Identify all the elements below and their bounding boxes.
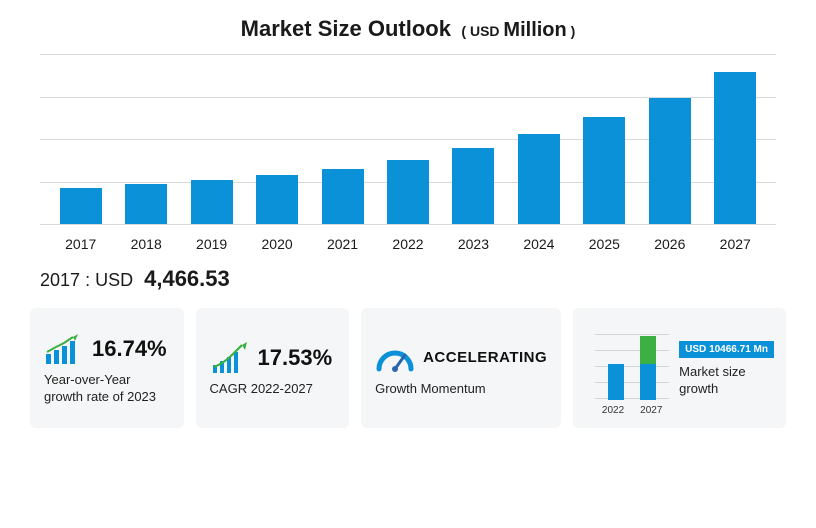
bar-col bbox=[441, 54, 506, 224]
mini-bar bbox=[640, 364, 656, 400]
cagr-value: 17.53% bbox=[258, 345, 333, 371]
x-label: 2019 bbox=[179, 236, 244, 252]
x-label: 2023 bbox=[441, 236, 506, 252]
bar-col bbox=[113, 54, 178, 224]
x-label: 2027 bbox=[703, 236, 768, 252]
bar-col bbox=[244, 54, 309, 224]
yoy-label: Year-over-Year growth rate of 2023 bbox=[44, 372, 170, 406]
mini-label: 2027 bbox=[640, 405, 662, 416]
title-main: Market Size Outlook bbox=[241, 16, 451, 41]
x-label: 2021 bbox=[310, 236, 375, 252]
bar-col bbox=[637, 54, 702, 224]
bar-col bbox=[572, 54, 637, 224]
bar bbox=[387, 160, 429, 224]
growth-arrow-icon bbox=[210, 341, 250, 375]
yoy-value: 16.74% bbox=[92, 336, 167, 362]
card-growth: 20222027 USD 10466.71 Mn Market size gro… bbox=[573, 308, 786, 428]
bar bbox=[714, 72, 756, 224]
bar-trend-icon bbox=[44, 332, 84, 366]
bar-col bbox=[48, 54, 113, 224]
bar bbox=[452, 148, 494, 225]
x-label: 2020 bbox=[244, 236, 309, 252]
bar bbox=[649, 98, 691, 224]
bar-col bbox=[703, 54, 768, 224]
x-label: 2018 bbox=[113, 236, 178, 252]
bar bbox=[125, 184, 167, 224]
cagr-label: CAGR 2022-2027 bbox=[210, 381, 336, 398]
highlight-year: 2017 bbox=[40, 270, 80, 290]
momentum-value: ACCELERATING bbox=[423, 349, 547, 366]
bar bbox=[583, 117, 625, 224]
card-momentum: ACCELERATING Growth Momentum bbox=[361, 308, 561, 428]
highlight-value: 2017 : USD 4,466.53 bbox=[40, 266, 786, 292]
mini-bar-stack bbox=[640, 336, 656, 400]
bar bbox=[60, 188, 102, 224]
card-cagr: 17.53% CAGR 2022-2027 bbox=[196, 308, 350, 428]
bar-col bbox=[506, 54, 571, 224]
bar-col bbox=[310, 54, 375, 224]
gauge-icon bbox=[375, 341, 415, 375]
chart-title: Market Size Outlook ( USD Million ) bbox=[30, 16, 786, 42]
title-unit: ( USD Million ) bbox=[461, 23, 575, 39]
bar-chart bbox=[40, 54, 776, 224]
highlight-currency: USD bbox=[95, 270, 133, 290]
mini-label: 2022 bbox=[602, 405, 624, 416]
x-label: 2017 bbox=[48, 236, 113, 252]
x-label: 2024 bbox=[506, 236, 571, 252]
bar bbox=[518, 134, 560, 224]
mini-bar-chart: 20222027 bbox=[585, 326, 669, 410]
x-label: 2025 bbox=[572, 236, 637, 252]
mini-bar bbox=[608, 364, 624, 400]
bar bbox=[191, 180, 233, 224]
growth-label: Market size growth bbox=[679, 364, 774, 398]
growth-badge: USD 10466.71 Mn bbox=[679, 341, 774, 358]
highlight-amount: 4,466.53 bbox=[144, 266, 230, 291]
momentum-label: Growth Momentum bbox=[375, 381, 547, 398]
bar-col bbox=[375, 54, 440, 224]
mini-bar bbox=[640, 336, 656, 364]
bar-col bbox=[179, 54, 244, 224]
grid-line bbox=[40, 224, 776, 225]
x-label: 2022 bbox=[375, 236, 440, 252]
x-axis-labels: 2017201820192020202120222023202420252026… bbox=[40, 230, 776, 252]
x-label: 2026 bbox=[637, 236, 702, 252]
card-yoy: 16.74% Year-over-Year growth rate of 202… bbox=[30, 308, 184, 428]
bar bbox=[256, 175, 298, 224]
kpi-cards: 16.74% Year-over-Year growth rate of 202… bbox=[30, 308, 786, 428]
bar bbox=[322, 169, 364, 224]
